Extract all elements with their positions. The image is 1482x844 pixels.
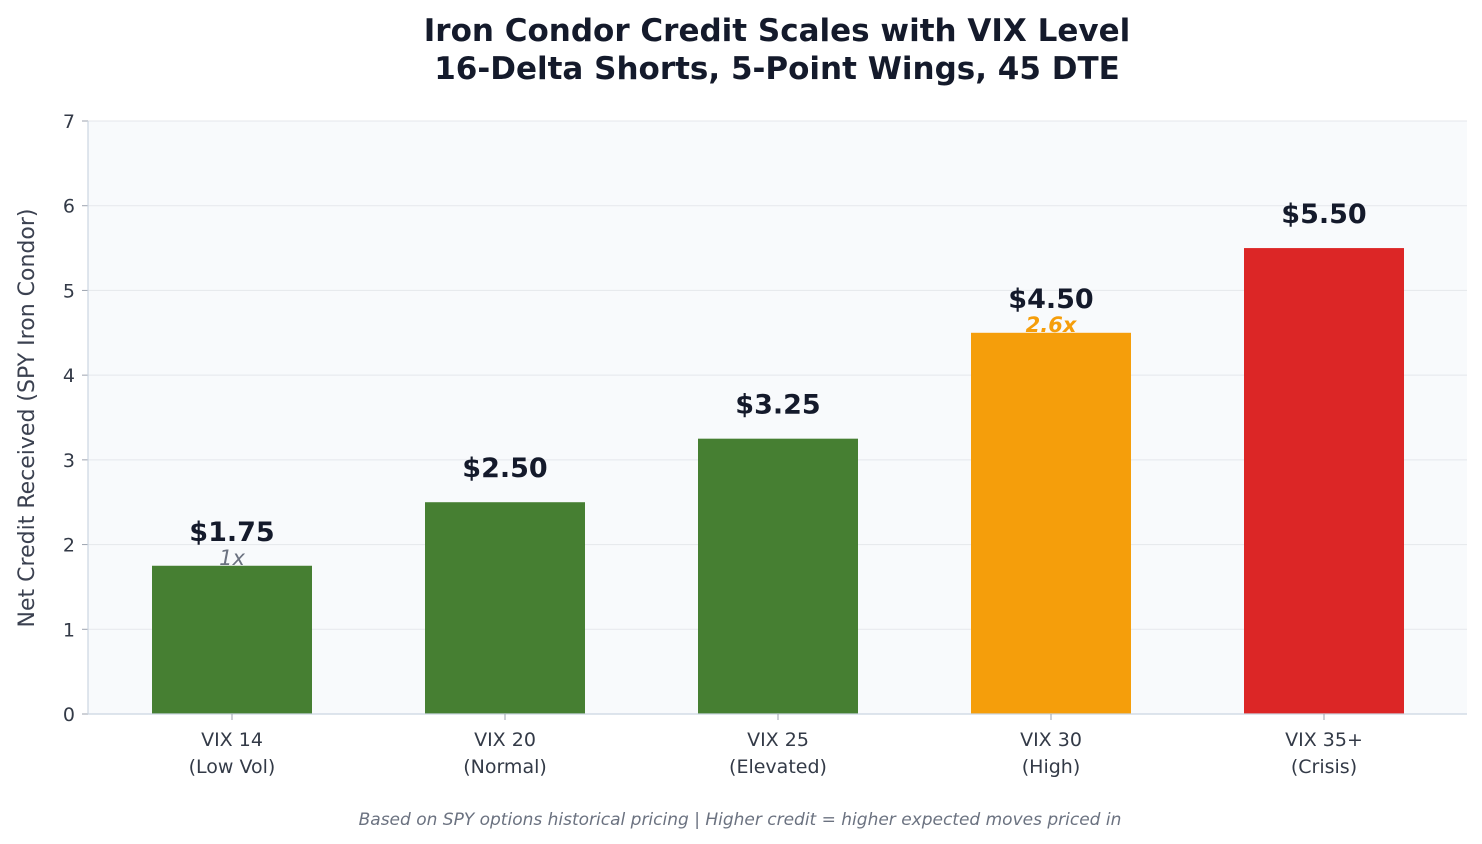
bars	[152, 248, 1404, 715]
multiplier-annotation: 2.6x	[1026, 313, 1078, 337]
x-tick-label: VIX 30	[1020, 729, 1082, 751]
bar	[971, 332, 1131, 714]
bar	[425, 502, 585, 714]
bar	[152, 565, 312, 714]
bar	[1244, 248, 1404, 715]
bar-value-label: $1.75	[189, 517, 274, 548]
bar-value-label: $5.50	[1281, 199, 1366, 230]
x-tick-label: VIX 14	[201, 729, 263, 751]
y-tick-label: 0	[63, 704, 75, 726]
x-tick-sublabel: (Normal)	[463, 756, 547, 778]
x-tick-label: VIX 25	[747, 729, 809, 751]
bar-value-label: $3.25	[735, 390, 820, 421]
x-tick-sublabel: (Crisis)	[1291, 756, 1357, 778]
y-tick-label: 7	[63, 111, 75, 133]
value-labels: $1.75 $2.50 $3.25 $4.50 $5.50 1x 2.6x	[189, 199, 1366, 570]
footnote: Based on SPY options historical pricing …	[359, 810, 1122, 830]
bar-value-label: $4.50	[1008, 284, 1093, 315]
multiplier-annotation: 1x	[219, 546, 245, 570]
y-tick-label: 1	[63, 619, 75, 641]
axes: 0 1 2 3 4 5 6 7 VIX 14 (Low Vol) VIX 20 (Normal) VIX…	[63, 111, 1467, 778]
y-tick-label: 2	[63, 535, 75, 557]
x-tick-label: VIX 20	[474, 729, 536, 751]
x-tick-sublabel: (Low Vol)	[189, 756, 276, 778]
y-tick-label: 3	[63, 450, 75, 472]
x-tick-label: VIX 35+	[1285, 729, 1363, 751]
y-tick-label: 6	[63, 196, 75, 218]
y-tick-label: 4	[63, 365, 75, 387]
x-tick-sublabel: (Elevated)	[729, 756, 827, 778]
chart-title-line-2: 16-Delta Shorts, 5-Point Wings, 45 DTE	[434, 51, 1120, 87]
bar	[698, 438, 858, 714]
chart-title-line-1: Iron Condor Credit Scales with VIX Level	[424, 13, 1130, 49]
x-tick-sublabel: (High)	[1022, 756, 1081, 778]
bar-value-label: $2.50	[462, 453, 547, 484]
y-axis-label: Net Credit Received (SPY Iron Condor)	[15, 209, 40, 628]
y-tick-label: 5	[63, 280, 75, 302]
